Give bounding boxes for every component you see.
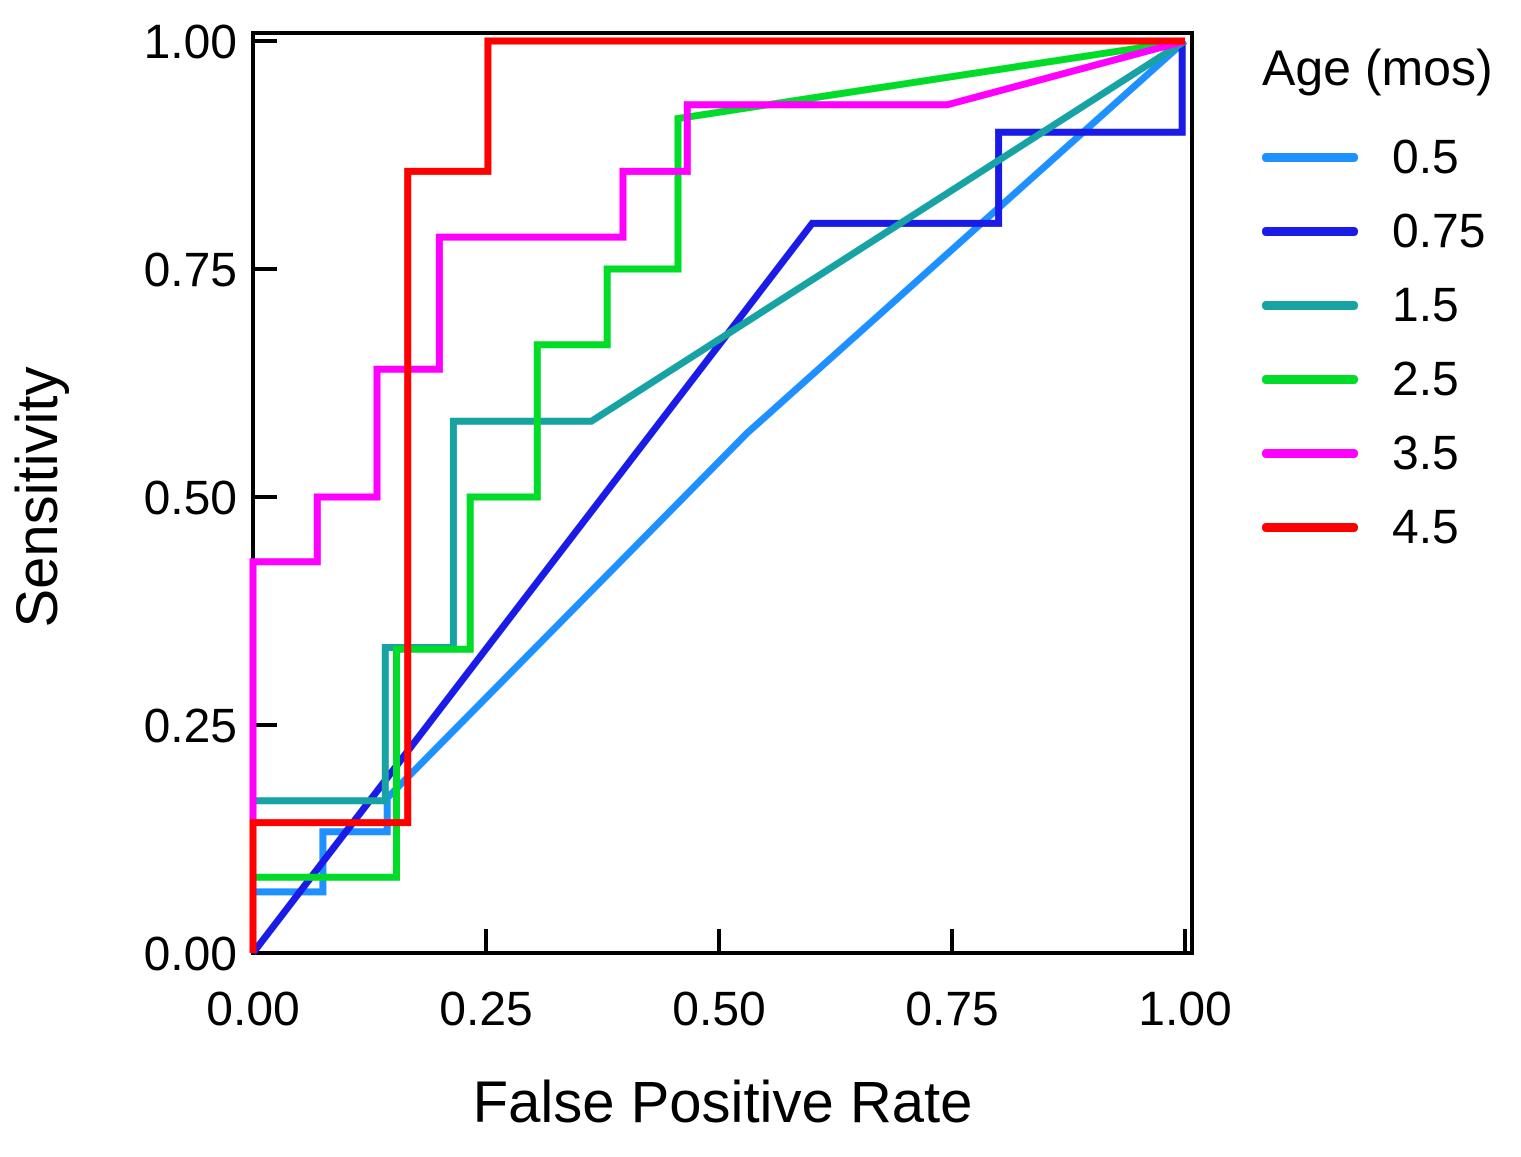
x-tick-label-0.00: 0.00: [206, 983, 300, 1036]
plot-frame: [251, 31, 1194, 955]
legend-label-0.75: 0.75: [1392, 204, 1486, 258]
legend-item-2.5: 2.5: [1262, 342, 1518, 416]
legend: Age (mos) 0.5 0.75 1.5 2.5 3.5 4.5: [1262, 38, 1518, 564]
roc-curve-1.5: [249, 38, 1187, 953]
legend-label-4.5: 4.5: [1392, 500, 1459, 554]
roc-curve-2.5: [249, 37, 1186, 953]
roc-curve-4.5: [249, 37, 1185, 953]
legend-swatch-0.5: [1262, 152, 1358, 162]
y-tick-label-0.75: 0.75: [143, 244, 237, 297]
legend-swatch-0.75: [1262, 226, 1358, 236]
legend-item-list: 0.5 0.75 1.5 2.5 3.5 4.5: [1262, 120, 1518, 564]
x-axis-title: False Positive Rate: [472, 1070, 973, 1135]
y-tick-label-0.25: 0.25: [143, 700, 237, 753]
legend-swatch-1.5: [1262, 300, 1358, 310]
legend-item-1.5: 1.5: [1262, 268, 1518, 342]
legend-item-3.5: 3.5: [1262, 416, 1518, 490]
roc-curve-3.5: [249, 37, 1186, 953]
legend-title: Age (mos): [1262, 40, 1493, 96]
roc-curve-0.75: [250, 41, 1186, 956]
y-tick-label-0.50: 0.50: [143, 472, 237, 525]
x-tick-label-0.50: 0.50: [672, 983, 766, 1036]
legend-item-0.75: 0.75: [1262, 194, 1518, 268]
legend-item-0.5: 0.5: [1262, 120, 1518, 194]
y-axis-title: Sensitivity: [5, 366, 70, 628]
y-tick-label-1.00: 1.00: [143, 16, 237, 69]
legend-label-2.5: 2.5: [1392, 352, 1459, 406]
x-tick-label-0.75: 0.75: [905, 983, 999, 1036]
legend-swatch-3.5: [1262, 448, 1358, 458]
legend-label-1.5: 1.5: [1392, 278, 1459, 332]
legend-swatch-4.5: [1262, 522, 1358, 532]
legend-label-0.5: 0.5: [1392, 130, 1459, 184]
x-tick-label-1.00: 1.00: [1138, 983, 1232, 1036]
legend-item-4.5: 4.5: [1262, 490, 1518, 564]
x-tick-label-0.25: 0.25: [439, 983, 533, 1036]
roc-curve-0.5: [249, 38, 1188, 953]
legend-label-3.5: 3.5: [1392, 426, 1459, 480]
y-tick-label-0.00: 0.00: [143, 928, 237, 981]
legend-swatch-2.5: [1262, 374, 1358, 384]
